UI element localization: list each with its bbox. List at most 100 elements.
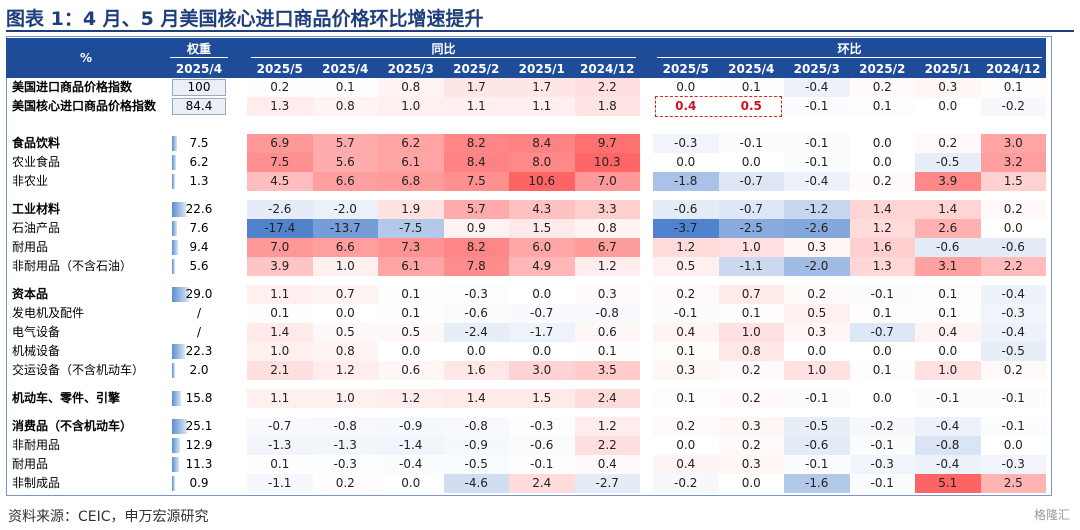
row-label: 美国核心进口商品价格指数 <box>12 99 157 113</box>
mom-cell: 0.2 <box>980 200 1046 219</box>
weight-bar <box>172 476 175 491</box>
mom-cell: -1.8 <box>653 172 719 191</box>
mom-cell: 0.8 <box>718 342 784 361</box>
weight-bar <box>172 438 180 453</box>
mom-cell: 0.2 <box>718 361 784 380</box>
mom-cell: 0.1 <box>849 304 915 323</box>
yoy-cell: 0.9 <box>443 219 509 238</box>
yoy-cell: -1.3 <box>312 436 378 455</box>
mom-cell: -0.4 <box>915 455 981 474</box>
weight-value: 29.0 <box>185 287 213 301</box>
weight-bar <box>172 259 176 274</box>
yoy-cell: 3.3 <box>574 200 640 219</box>
weight-bar <box>172 202 186 217</box>
row-label: 交运设备（不含机动车） <box>12 363 145 377</box>
row-label: 农业食品 <box>12 155 61 169</box>
mom-cell: 0.1 <box>849 97 915 116</box>
mom-cell: -0.1 <box>849 474 915 493</box>
mom-cell: 0.0 <box>849 134 915 153</box>
source-note: 资料来源：CEIC，申万宏源研究 <box>8 509 209 525</box>
title-rule <box>6 30 1074 32</box>
mom-cell: 0.2 <box>980 361 1046 380</box>
mom-cell: 0.1 <box>653 389 719 408</box>
mom-cell: 0.5 <box>718 97 784 116</box>
yoy-cell: 1.4 <box>247 323 313 342</box>
mom-cell: 0.0 <box>849 389 915 408</box>
yoy-cell: 8.2 <box>443 134 509 153</box>
yoy-cell: -13.7 <box>312 219 378 238</box>
row-label: 发电机及配件 <box>12 306 85 320</box>
yoy-cell: 2.2 <box>574 78 640 97</box>
mom-cell: 1.0 <box>718 323 784 342</box>
yoy-cell: 4.5 <box>247 172 313 191</box>
yoy-cell: -1.3 <box>247 436 313 455</box>
mom-cell: 0.0 <box>653 78 719 97</box>
mom-cell: -0.1 <box>980 417 1046 436</box>
mom-col-header: 2024/12 <box>980 59 1046 78</box>
mom-cell: 0.2 <box>718 389 784 408</box>
yoy-cell: -0.4 <box>378 455 444 474</box>
mom-cell: 0.1 <box>718 304 784 323</box>
weight-value: 22.6 <box>185 202 213 216</box>
yoy-cell: 1.4 <box>443 389 509 408</box>
weight-header: 权重 <box>166 38 232 59</box>
yoy-cell: -4.6 <box>443 474 509 493</box>
mom-cell: 0.0 <box>915 342 981 361</box>
mom-cell: 0.3 <box>784 238 850 257</box>
mom-cell: -0.2 <box>849 417 915 436</box>
mom-cell: -0.1 <box>784 134 850 153</box>
mom-cell: -0.4 <box>784 172 850 191</box>
mom-cell: 0.5 <box>784 304 850 323</box>
mom-cell: 0.1 <box>980 78 1046 97</box>
mom-cell: -0.1 <box>784 153 850 172</box>
yoy-cell: 3.9 <box>247 257 313 276</box>
mom-cell: 0.1 <box>915 304 981 323</box>
weight-value: 2.0 <box>189 363 209 377</box>
weight-bar <box>172 136 177 151</box>
yoy-col-header: 2025/1 <box>509 59 575 78</box>
weight-value: 9.4 <box>189 240 209 254</box>
row-label: 非耐用品 <box>12 438 61 452</box>
yoy-col-header: 2025/3 <box>378 59 444 78</box>
yoy-cell: -1.7 <box>509 323 575 342</box>
mom-cell: -0.3 <box>849 455 915 474</box>
yoy-cell: 5.7 <box>312 134 378 153</box>
row-label: 机械设备 <box>12 344 61 358</box>
mom-cell: 1.3 <box>849 257 915 276</box>
weight-value: 6.2 <box>189 155 209 169</box>
mom-cell: 0.0 <box>718 153 784 172</box>
row-label: 非农业 <box>12 174 49 188</box>
header-gap-left <box>232 38 247 78</box>
yoy-cell: 2.2 <box>574 436 640 455</box>
yoy-col-header: 2025/2 <box>443 59 509 78</box>
weight-bar <box>172 155 176 170</box>
mom-cell: -0.1 <box>915 389 981 408</box>
mom-cell: -1.6 <box>784 474 850 493</box>
mom-col-header: 2025/4 <box>718 59 784 78</box>
yoy-cell: 1.1 <box>509 97 575 116</box>
yoy-cell: 1.7 <box>509 78 575 97</box>
yoy-cell: 0.4 <box>574 455 640 474</box>
mom-cell: -0.6 <box>653 200 719 219</box>
yoy-cell: -1.4 <box>378 436 444 455</box>
mom-cell: 0.2 <box>718 436 784 455</box>
yoy-cell: -0.6 <box>509 436 575 455</box>
mom-cell: 0.0 <box>980 219 1046 238</box>
yoy-cell: 0.1 <box>574 342 640 361</box>
weight-value: / <box>196 325 202 339</box>
yoy-cell: 1.6 <box>443 361 509 380</box>
divider <box>232 78 245 492</box>
yoy-cell: 0.2 <box>312 474 378 493</box>
row-label: 耐用品 <box>12 240 49 254</box>
mom-cell: 0.4 <box>653 455 719 474</box>
weight-value: 1.3 <box>189 174 209 188</box>
yoy-cell: 1.5 <box>509 219 575 238</box>
mom-cell: 0.0 <box>653 153 719 172</box>
mom-cell: 0.1 <box>718 78 784 97</box>
mom-cell: -0.1 <box>784 389 850 408</box>
yoy-cell: 2.4 <box>509 474 575 493</box>
yoy-cell: 8.4 <box>509 134 575 153</box>
mom-cell: 1.2 <box>849 219 915 238</box>
yoy-cell: 0.1 <box>247 455 313 474</box>
row-label: 工业材料 <box>12 202 61 216</box>
